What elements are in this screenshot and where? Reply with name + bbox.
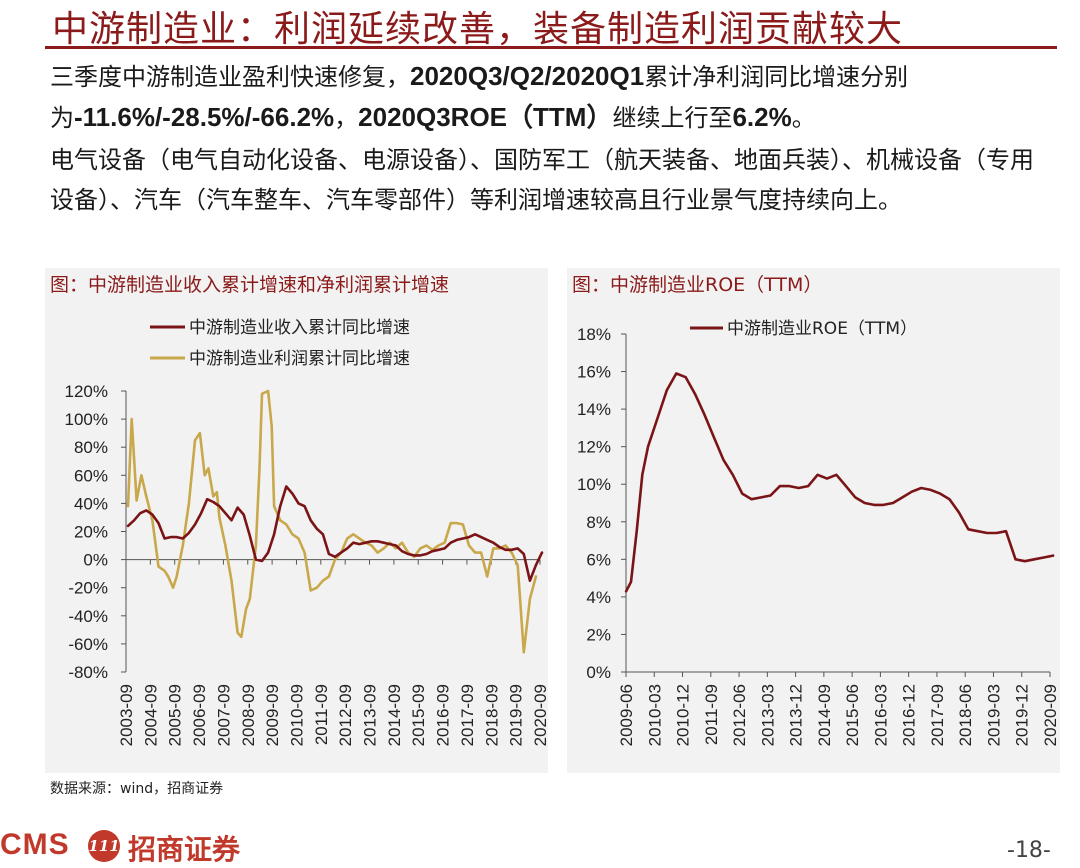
left-chart-title: 图：中游制造业收入累计增速和净利润累计增速 bbox=[50, 274, 450, 296]
y-tick-label: -20% bbox=[68, 579, 108, 598]
p1-bold-roe: 2020Q3ROE（TTM） bbox=[358, 102, 613, 132]
y-tick-label: -80% bbox=[68, 663, 108, 682]
y-tick-label: -40% bbox=[68, 607, 108, 626]
left-chart-panel bbox=[45, 268, 548, 773]
y-tick-label: 18% bbox=[577, 325, 611, 344]
x-tick-label: 2016-03 bbox=[871, 684, 890, 746]
x-tick-label: 2019-09 bbox=[507, 684, 526, 746]
y-tick-label: 60% bbox=[74, 466, 108, 485]
y-tick-label: 100% bbox=[65, 410, 108, 429]
p1-text-3: ， bbox=[334, 104, 359, 132]
y-tick-label: 120% bbox=[65, 382, 108, 401]
x-tick-label: 2014-09 bbox=[385, 684, 404, 746]
x-tick-label: 2018-09 bbox=[482, 684, 501, 746]
x-tick-label: 2017-09 bbox=[928, 684, 947, 746]
x-tick-label: 2005-09 bbox=[166, 684, 185, 746]
p1-text-5: 。 bbox=[791, 104, 816, 132]
logo-cms-text: CMS bbox=[0, 828, 70, 861]
y-tick-label: 6% bbox=[586, 550, 611, 569]
x-tick-label: 2012-06 bbox=[730, 684, 749, 746]
x-tick-label: 2013-03 bbox=[758, 684, 777, 746]
logo-company-name: 招商证券 bbox=[128, 833, 241, 866]
y-tick-label: -60% bbox=[68, 635, 108, 654]
x-tick-label: 2013-12 bbox=[787, 684, 806, 746]
y-tick-label: 16% bbox=[577, 363, 611, 382]
p1-text-1: 三季度中游制造业盈利快速修复， bbox=[50, 63, 410, 91]
x-tick-label: 2006-09 bbox=[190, 684, 209, 746]
logo-badge-icon: 111 bbox=[88, 830, 120, 862]
legend-label: 中游制造业收入累计同比增速 bbox=[189, 318, 410, 338]
y-tick-label: 10% bbox=[577, 475, 611, 494]
y-tick-label: 0% bbox=[83, 551, 108, 570]
series-line-0 bbox=[624, 372, 1055, 593]
y-tick-label: 14% bbox=[577, 400, 611, 419]
x-tick-label: 2014-09 bbox=[815, 684, 834, 746]
x-tick-label: 2004-09 bbox=[141, 684, 160, 746]
y-tick-label: 12% bbox=[577, 438, 611, 457]
x-tick-label: 2011-09 bbox=[702, 684, 721, 745]
slide-title: 中游制造业：利润延续改善，装备制造利润贡献较大 bbox=[52, 9, 904, 50]
x-tick-label: 2019-03 bbox=[984, 684, 1003, 746]
right-chart-title: 图：中游制造业ROE（TTM） bbox=[572, 274, 823, 296]
summary-paragraph: 三季度中游制造业盈利快速修复，2020Q3/Q2/2020Q1累计净利润同比增速… bbox=[50, 56, 1050, 138]
x-tick-label: 2009-09 bbox=[263, 684, 282, 746]
p1-text-2: 累计净利润同比增速分别为 bbox=[50, 63, 909, 132]
x-tick-label: 2017-09 bbox=[458, 684, 477, 746]
x-tick-label: 2015-09 bbox=[409, 684, 428, 746]
x-tick-label: 2007-09 bbox=[214, 684, 233, 746]
x-tick-label: 2019-12 bbox=[1013, 684, 1032, 746]
page-number: -18- bbox=[1007, 838, 1051, 863]
y-tick-label: 0% bbox=[586, 663, 611, 682]
title-divider bbox=[45, 46, 1057, 49]
x-tick-label: 2016-12 bbox=[900, 684, 919, 746]
p1-text-4: 继续上行至 bbox=[612, 104, 733, 132]
x-tick-label: 2013-09 bbox=[361, 684, 380, 746]
x-tick-label: 2020-09 bbox=[531, 684, 550, 746]
x-tick-label: 2011-09 bbox=[312, 684, 331, 745]
y-tick-label: 80% bbox=[74, 438, 108, 457]
y-tick-label: 40% bbox=[74, 494, 108, 513]
series-line-1 bbox=[126, 389, 538, 654]
legend-label: 中游制造业ROE（TTM） bbox=[727, 319, 917, 339]
x-tick-label: 2009-06 bbox=[617, 684, 636, 746]
y-tick-label: 20% bbox=[74, 523, 108, 542]
x-tick-label: 2016-09 bbox=[434, 684, 453, 746]
series-line-0 bbox=[126, 485, 544, 582]
p1-bold-growth: -11.6%/-28.5%/-66.2% bbox=[74, 102, 335, 132]
x-tick-label: 2010-09 bbox=[287, 684, 306, 746]
x-tick-label: 2008-09 bbox=[239, 684, 258, 746]
legend-label: 中游制造业利润累计同比增速 bbox=[189, 349, 410, 369]
x-tick-label: 2020-09 bbox=[1041, 684, 1060, 746]
y-tick-label: 4% bbox=[586, 588, 611, 607]
data-source: 数据来源：wind，招商证券 bbox=[50, 781, 224, 797]
x-tick-label: 2012-09 bbox=[336, 684, 355, 746]
y-tick-label: 8% bbox=[586, 513, 611, 532]
y-tick-label: 2% bbox=[586, 625, 611, 644]
x-tick-label: 2003-09 bbox=[117, 684, 136, 746]
x-tick-label: 2010-03 bbox=[645, 684, 664, 746]
x-tick-label: 2018-06 bbox=[956, 684, 975, 746]
p1-bold-roe-value: 6.2% bbox=[732, 102, 792, 132]
x-tick-label: 2015-06 bbox=[843, 684, 862, 746]
x-tick-label: 2010-12 bbox=[674, 684, 693, 746]
p1-bold-periods: 2020Q3/Q2/2020Q1 bbox=[410, 61, 645, 91]
sector-paragraph: 电气设备（电气自动化设备、电源设备）、国防军工（航天装备、地面兵装）、机械设备（… bbox=[50, 146, 1034, 214]
right-chart-panel bbox=[567, 268, 1060, 773]
